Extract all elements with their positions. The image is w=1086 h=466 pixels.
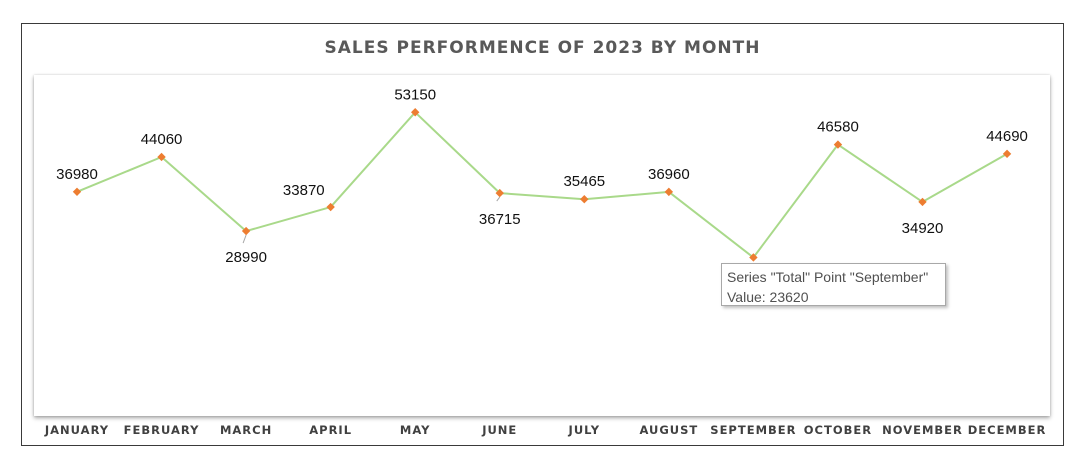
- x-axis-tick-label: SEPTEMBER: [710, 423, 796, 437]
- data-point-marker[interactable]: [580, 195, 589, 204]
- x-axis-tick-label: APRIL: [309, 423, 352, 437]
- chart-title: SALES PERFORMENCE OF 2023 BY MONTH: [324, 38, 761, 58]
- data-point-marker[interactable]: [664, 187, 674, 197]
- tooltip-value: Value: 23620: [727, 289, 809, 305]
- x-axis-tick-label: NOVEMBER: [882, 423, 963, 437]
- data-label: 28990: [225, 249, 267, 266]
- series-line-total[interactable]: [76, 111, 1008, 259]
- data-label: 53150: [394, 86, 436, 103]
- x-axis-tick-label: DECEMBER: [968, 423, 1047, 437]
- x-axis-tick-label: JULY: [568, 423, 600, 437]
- data-label: 44690: [986, 128, 1028, 145]
- plot-area[interactable]: [34, 75, 1050, 416]
- x-axis-tick-label: OCTOBER: [804, 423, 872, 437]
- data-label: 36980: [56, 166, 98, 183]
- chart-area[interactable]: SALES PERFORMENCE OF 2023 BY MONTH: [21, 23, 1064, 446]
- data-point-marker[interactable]: [326, 202, 335, 212]
- data-label-leader-line: [242, 234, 247, 244]
- data-point-marker[interactable]: [918, 197, 927, 207]
- data-label: 33870: [283, 182, 325, 199]
- data-label: 46580: [817, 119, 859, 136]
- x-axis-tick-label: JUNE: [481, 423, 517, 437]
- data-point-tooltip: Series "Total" Point "September" Value: …: [721, 263, 946, 306]
- data-point-marker[interactable]: [495, 188, 504, 198]
- x-axis-tick-label: AUGUST: [639, 423, 698, 437]
- data-label: 44060: [141, 131, 183, 148]
- data-label: 36960: [648, 166, 690, 183]
- data-label: 36715: [479, 211, 521, 228]
- tooltip-series-point: Series "Total" Point "September": [727, 269, 929, 285]
- x-axis-tick-label: MAY: [400, 423, 431, 437]
- data-label: 35465: [563, 173, 605, 190]
- data-point-marker[interactable]: [72, 187, 82, 196]
- data-point-marker[interactable]: [749, 253, 758, 262]
- x-axis-tick-label: JANUARY: [44, 423, 109, 437]
- data-point-marker[interactable]: [241, 226, 251, 236]
- data-point-marker[interactable]: [1002, 149, 1012, 159]
- x-axis-tick-label: FEBRUARY: [124, 423, 200, 437]
- data-point-marker[interactable]: [411, 108, 420, 117]
- x-axis-tick-label: MARCH: [220, 423, 272, 437]
- data-point-marker[interactable]: [157, 152, 166, 162]
- data-label: 34920: [902, 220, 944, 237]
- data-point-marker[interactable]: [833, 140, 843, 149]
- data-label-leader-line: [496, 196, 501, 202]
